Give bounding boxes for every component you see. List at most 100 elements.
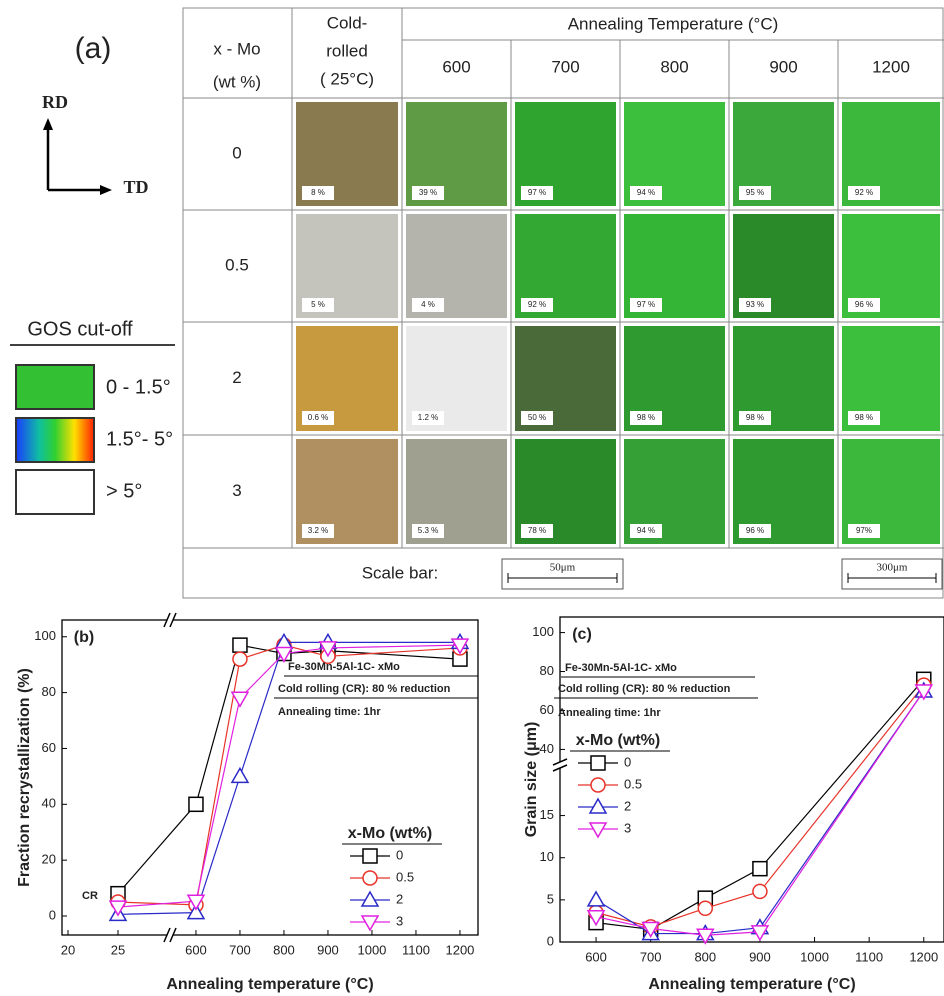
y-tick-label: 40 [42, 796, 56, 811]
row-header: 2 [232, 368, 241, 387]
legend-label: 0 [396, 847, 403, 862]
x-tick-label: 1100 [402, 942, 430, 957]
x-tick-label: 900 [749, 949, 771, 964]
legend-label: > 5° [106, 480, 142, 502]
marker [232, 692, 248, 706]
fraction-label: 98 % [637, 413, 655, 422]
fraction-label: 94 % [637, 526, 655, 535]
marker [591, 756, 605, 770]
legend-swatch [16, 365, 94, 409]
annotation: Cold rolling (CR): 80 % reduction [558, 683, 731, 695]
annotation: CR [82, 890, 98, 902]
x-tick-label: 600 [585, 949, 607, 964]
column-header: Annealing Temperature (°C) [568, 14, 779, 33]
row-header: 3 [232, 481, 241, 500]
annotation: Fe-30Mn-5Al-1C- xMo [288, 661, 400, 673]
y-tick-label: 100 [532, 624, 554, 639]
legend-title: x-Mo (wt%) [348, 825, 432, 842]
annotation: Annealing time: 1hr [558, 707, 661, 719]
marker [591, 778, 605, 792]
fraction-label: 50 % [528, 413, 546, 422]
legend-label: 2 [624, 798, 631, 813]
scale-value: 50μm [550, 562, 576, 574]
x-tick-label: 700 [640, 949, 662, 964]
legend-label: 0 - 1.5° [106, 376, 171, 398]
axis-label: RD [42, 92, 68, 112]
marker [232, 768, 248, 782]
fraction-label: 93 % [746, 300, 764, 309]
y-tick-label: 0 [49, 907, 56, 922]
column-header: Cold- [327, 13, 368, 32]
marker [189, 797, 203, 811]
legend-label: 1.5°- 5° [106, 428, 173, 450]
fraction-label: 97 % [637, 300, 655, 309]
marker [698, 901, 712, 915]
x-tick-label: 1100 [855, 949, 883, 964]
y-tick-label: 40 [540, 741, 554, 756]
fraction-label: 5.3 % [418, 526, 438, 535]
fraction-label: 4 % [421, 300, 435, 309]
fraction-label: 96 % [855, 300, 873, 309]
marker [588, 892, 604, 906]
x-tick-label: 1000 [800, 949, 829, 964]
axis-break [167, 929, 173, 941]
y-tick-label: 100 [34, 628, 56, 643]
figure: (a)RDTDGOS cut-off0 - 1.5°1.5°- 5°> 5°x … [0, 0, 944, 996]
marker [233, 638, 247, 652]
legend-label: 0.5 [624, 776, 642, 791]
y-axis-label: Grain size (μm) [523, 722, 540, 838]
marker [362, 892, 378, 906]
fraction-label: 97% [856, 526, 872, 535]
marker [753, 884, 767, 898]
fraction-label: 78 % [528, 526, 546, 535]
x-tick-label: 800 [694, 949, 716, 964]
column-header: 800 [660, 57, 688, 76]
scale-label: Scale bar: [362, 563, 439, 582]
legend-title: GOS cut-off [27, 318, 133, 340]
legend-swatch [16, 470, 94, 514]
x-tick-label: 20 [61, 942, 75, 957]
column-header: 600 [442, 57, 470, 76]
column-header: 1200 [872, 57, 910, 76]
fraction-label: 96 % [746, 526, 764, 535]
x-tick-label: 800 [273, 942, 295, 957]
fraction-label: 94 % [637, 188, 655, 197]
td-arrowhead [100, 185, 112, 195]
rd-arrowhead [43, 118, 53, 130]
marker [590, 823, 606, 837]
fraction-label: 98 % [746, 413, 764, 422]
legend-label: 2 [396, 891, 403, 906]
legend-label: 3 [624, 820, 631, 835]
marker [363, 871, 377, 885]
y-axis-label: Fraction recrystallization (%) [16, 668, 33, 887]
axis-break [554, 762, 566, 768]
x-tick-label: 25 [111, 942, 125, 957]
legend-label: 3 [396, 913, 403, 928]
fraction-label: 98 % [855, 413, 873, 422]
marker [362, 916, 378, 930]
y-tick-label: 80 [540, 663, 554, 678]
fraction-label: 39 % [419, 188, 437, 197]
x-tick-label: 600 [185, 942, 207, 957]
x-tick-label: 1000 [357, 942, 386, 957]
x-tick-label: 1200 [909, 949, 938, 964]
fraction-label: 0.6 % [308, 413, 328, 422]
fraction-label: 1.2 % [418, 413, 438, 422]
y-tick-label: 10 [540, 849, 554, 864]
x-axis-label: Annealing temperature (°C) [648, 976, 855, 993]
annotation: Fe-30Mn-5Al-1C- xMo [565, 662, 677, 674]
fraction-label: 95 % [746, 188, 764, 197]
y-tick-label: 0 [547, 933, 554, 948]
y-tick-label: 15 [540, 807, 554, 822]
legend-label: 0 [624, 754, 631, 769]
legend-title: x-Mo (wt%) [576, 732, 660, 749]
marker [363, 849, 377, 863]
column-header: ( 25°C) [320, 69, 374, 88]
legend-label: 0.5 [396, 869, 414, 884]
column-header: x - Mo [213, 39, 260, 58]
y-tick-label: 80 [42, 684, 56, 699]
y-tick-label: 60 [540, 702, 554, 717]
panel-label: (b) [74, 629, 94, 646]
y-tick-label: 60 [42, 740, 56, 755]
column-header: 700 [551, 57, 579, 76]
